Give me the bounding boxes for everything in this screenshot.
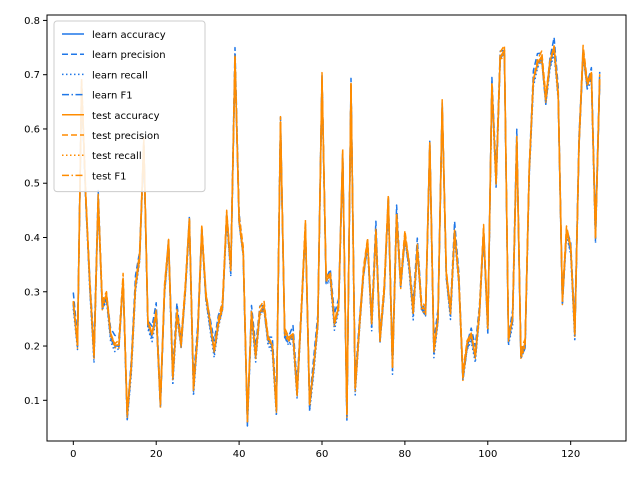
series-line-test-f1: [72, 45, 601, 423]
legend-label: learn recall: [92, 70, 148, 81]
legend-label: learn precision: [92, 50, 166, 61]
series-line-test-recall: [72, 47, 601, 424]
y-tick-label: 0.5: [24, 179, 40, 190]
x-tick-label: 120: [561, 449, 580, 460]
y-tick-label: 0.2: [24, 342, 40, 353]
y-tick-label: 0.1: [24, 396, 40, 407]
plot-frame: [46, 14, 627, 442]
x-tick-label: 60: [316, 449, 329, 460]
legend-label: test F1: [92, 171, 127, 182]
y-tick-label: 0.8: [24, 16, 40, 27]
x-tick-label: 100: [478, 449, 497, 460]
legend-box: [53, 20, 206, 193]
x-tick-label: 80: [399, 449, 412, 460]
legend-label: learn accuracy: [92, 30, 166, 41]
y-tick-label: 0.6: [24, 124, 40, 135]
x-tick-label: 40: [233, 449, 246, 460]
y-tick-label: 0.4: [24, 233, 40, 244]
legend-label: test recall: [92, 151, 142, 162]
legend-label: learn F1: [92, 91, 133, 102]
legend-label: test accuracy: [92, 111, 160, 122]
y-tick-label: 0.3: [24, 287, 40, 298]
legend: learn accuracy learn precision learn recal…: [53, 20, 206, 193]
axis-layer: 0 20 40 60 80 100 120 0.1 0.2 0.3 0.4 0.5 0.6 0.7 0.8: [24, 16, 580, 460]
x-tick-label: 0: [70, 449, 76, 460]
x-tick-label: 20: [150, 449, 163, 460]
series-layer: [72, 36, 601, 427]
y-tick-label: 0.7: [24, 70, 40, 81]
legend-label: test precision: [92, 131, 160, 142]
